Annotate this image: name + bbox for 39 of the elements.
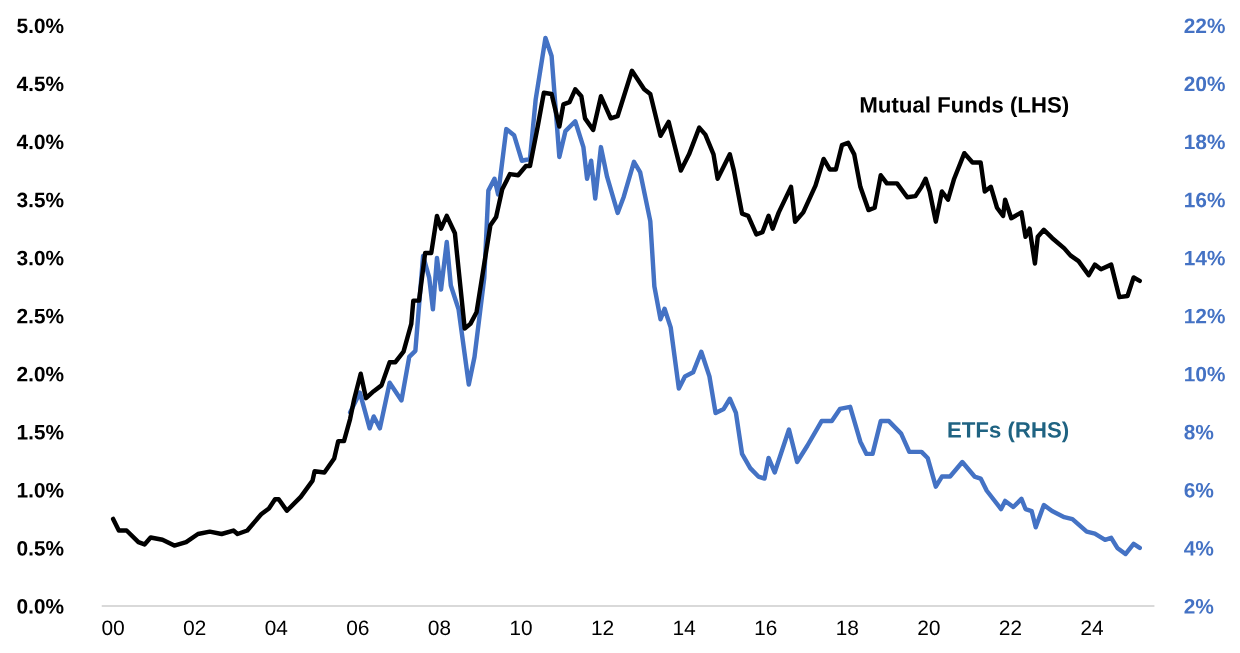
y-tick-label: 2.0% [17, 366, 64, 382]
x-tick-label: 12 [592, 620, 614, 635]
y2-tick-label: 18% [1185, 134, 1225, 150]
x-tick-label: 10 [511, 620, 532, 636]
x-tick-label: 08 [428, 620, 451, 636]
y-tick-label: 3.5% [17, 192, 64, 208]
y-tick-label: 1.0% [17, 482, 64, 498]
y-tick-label: 5.0% [17, 18, 64, 34]
x-tick-label: 16 [755, 620, 777, 636]
x-tick-label: 02 [183, 620, 206, 636]
x-tick-label: 24 [1081, 620, 1103, 635]
y2-tick-label: 14% [1185, 250, 1225, 266]
x-tick-label: 22 [999, 620, 1021, 635]
x-tick-label: 18 [837, 620, 858, 636]
y2-tick-label: 16% [1185, 192, 1225, 208]
y2-tick-label: 6% [1184, 482, 1214, 498]
line-series [110, 68, 1142, 548]
x-tick-label: 04 [265, 620, 288, 636]
y-tick-label: 4.0% [16, 134, 64, 150]
y2-tick-label: 2% [1184, 598, 1214, 614]
x-tick-label: 06 [347, 620, 369, 636]
y-tick-label: 2.5% [17, 308, 64, 324]
y-tick-label: 0.0% [17, 598, 64, 614]
y-tick-label: 1.5% [17, 424, 64, 440]
y-tick-label: 3.0% [17, 250, 64, 266]
y2-tick-label: 4% [1184, 540, 1214, 556]
x-tick-label: 14 [674, 620, 696, 635]
y-tick-label: 0.5% [17, 540, 64, 556]
series-label: Mutual Funds (LHS) [860, 96, 1069, 118]
y2-tick-label: 22% [1184, 18, 1225, 34]
x-tick-label: 20 [918, 620, 940, 636]
y2-tick-label: 20% [1184, 76, 1225, 92]
series-label: ETFs (RHS) [948, 421, 1069, 443]
x-tick-label: 00 [102, 620, 124, 636]
y2-tick-label: 12% [1185, 308, 1225, 324]
line-series [347, 35, 1142, 557]
y2-tick-label: 10% [1185, 366, 1225, 382]
y2-tick-label: 8% [1184, 424, 1214, 440]
y-tick-label: 4.5% [16, 76, 64, 92]
